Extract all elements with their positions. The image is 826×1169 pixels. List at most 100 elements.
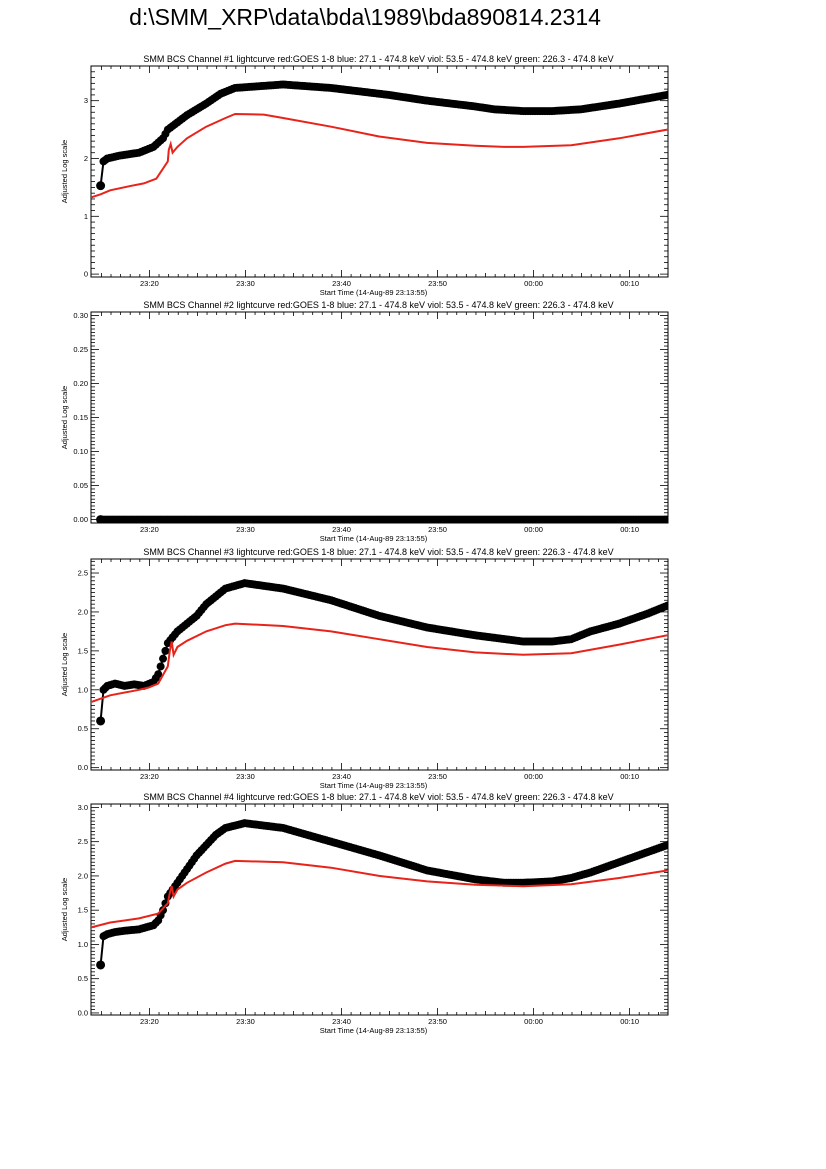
x-axis-label: Start Time (14-Aug-89 23:13:55)	[320, 781, 428, 790]
x-tick-label: 00:00	[524, 279, 543, 288]
bcs-data-point	[159, 654, 168, 663]
x-tick-label: 00:00	[524, 772, 543, 781]
y-tick-label: 0.20	[73, 379, 88, 388]
bcs-data-point	[668, 516, 676, 524]
bcs-data-point	[670, 89, 678, 97]
bcs-series-line	[99, 582, 668, 721]
x-tick-label: 00:10	[620, 525, 639, 534]
y-tick-label: 1.0	[78, 685, 88, 694]
x-tick-label: 23:40	[332, 1017, 351, 1026]
y-tick-label: 3	[84, 96, 88, 105]
bcs-data-point	[673, 598, 681, 606]
x-tick-label: 23:50	[428, 772, 447, 781]
bcs-data-point	[665, 515, 668, 523]
bcs-series-markers	[96, 819, 681, 970]
page-title: d:\SMM_XRP\data\bda\1989\bda890814.2314	[129, 4, 601, 30]
bcs-data-point	[673, 516, 681, 524]
y-tick-label: 2.5	[78, 837, 88, 846]
bcs-data-point	[96, 181, 106, 191]
y-tick-label: 1.0	[78, 940, 88, 949]
plot-frame	[90, 803, 669, 1016]
bcs-data-point	[668, 89, 676, 97]
chart-title: SMM BCS Channel #1 lightcurve red:GOES 1…	[143, 54, 613, 64]
bcs-data-point	[670, 838, 678, 846]
x-tick-label: 23:20	[140, 772, 159, 781]
bcs-data-point	[665, 601, 668, 609]
x-tick-label: 00:00	[524, 1017, 543, 1026]
x-tick-label: 23:20	[140, 525, 159, 534]
x-tick-label: 00:00	[524, 525, 543, 534]
bcs-series-line	[99, 83, 668, 186]
y-tick-label: 0.00	[73, 515, 88, 524]
y-tick-label: 0.0	[78, 1008, 88, 1017]
y-tick-label: 0.25	[73, 345, 88, 354]
goes-series-line	[91, 622, 668, 704]
goes-series-line	[91, 112, 668, 199]
y-tick-label: 1.5	[78, 906, 88, 915]
x-tick-label: 23:20	[140, 279, 159, 288]
x-tick-label: 23:50	[428, 525, 447, 534]
y-tick-label: 0.10	[73, 447, 88, 456]
y-tick-label: 0	[84, 270, 88, 279]
chart-panel-2: SMM BCS Channel #2 lightcurve red:GOES 1…	[60, 300, 681, 543]
bcs-data-point	[156, 662, 165, 671]
x-axis-label: Start Time (14-Aug-89 23:13:55)	[320, 1026, 428, 1035]
x-tick-label: 23:30	[236, 1017, 255, 1026]
x-tick-label: 23:40	[332, 279, 351, 288]
bcs-data-point	[665, 840, 668, 848]
x-axis-label: Start Time (14-Aug-89 23:13:55)	[320, 534, 428, 543]
y-axis-label: Adjusted Log scale	[60, 633, 69, 696]
x-tick-label: 23:50	[428, 1017, 447, 1026]
plot-frame	[90, 311, 669, 524]
bcs-data-point	[161, 646, 170, 655]
bcs-data-point	[673, 88, 681, 96]
bcs-data-point	[670, 516, 678, 524]
x-tick-label: 23:30	[236, 525, 255, 534]
bcs-data-point	[668, 600, 676, 608]
bcs-series-markers	[96, 80, 681, 191]
bcs-data-point	[670, 599, 678, 607]
bcs-data-point	[668, 839, 676, 847]
plot-frame	[90, 558, 669, 771]
chart-title: SMM BCS Channel #2 lightcurve red:GOES 1…	[143, 300, 613, 310]
x-tick-label: 00:10	[620, 1017, 639, 1026]
x-tick-label: 23:40	[332, 525, 351, 534]
x-tick-label: 23:40	[332, 772, 351, 781]
bcs-series-markers	[96, 579, 681, 726]
chart-title: SMM BCS Channel #4 lightcurve red:GOES 1…	[143, 792, 613, 802]
bcs-data-point	[154, 670, 163, 679]
y-axis-label: Adjusted Log scale	[60, 140, 69, 203]
y-tick-label: 0.0	[78, 763, 88, 772]
y-tick-label: 0.05	[73, 481, 88, 490]
bcs-data-point	[159, 906, 168, 915]
chart-panel-3: SMM BCS Channel #3 lightcurve red:GOES 1…	[60, 547, 681, 790]
y-tick-label: 2	[84, 154, 88, 163]
goes-series-line	[91, 859, 668, 929]
y-tick-label: 0.5	[78, 724, 88, 733]
y-axis-label: Adjusted Log scale	[60, 386, 69, 449]
bcs-data-point	[665, 90, 668, 98]
y-tick-label: 2.0	[78, 871, 88, 880]
y-tick-label: 1.5	[78, 646, 88, 655]
bcs-data-point	[673, 836, 681, 844]
y-tick-label: 0.30	[73, 311, 88, 320]
plot-frame	[90, 65, 669, 278]
x-tick-label: 23:30	[236, 772, 255, 781]
y-tick-label: 1	[84, 212, 88, 221]
y-tick-label: 0.5	[78, 974, 88, 983]
x-axis-label: Start Time (14-Aug-89 23:13:55)	[320, 288, 428, 297]
y-tick-label: 0.15	[73, 413, 88, 422]
y-tick-label: 3.0	[78, 803, 88, 812]
y-axis-label: Adjusted Log scale	[60, 878, 69, 941]
bcs-data-point	[96, 960, 106, 970]
chart-title: SMM BCS Channel #3 lightcurve red:GOES 1…	[143, 547, 613, 557]
x-tick-label: 00:10	[620, 772, 639, 781]
bcs-series-line	[99, 822, 668, 966]
x-tick-label: 23:50	[428, 279, 447, 288]
bcs-series-markers	[96, 515, 681, 524]
chart-panel-1: SMM BCS Channel #1 lightcurve red:GOES 1…	[60, 54, 681, 297]
bcs-data-point	[96, 515, 106, 523]
chart-panel-4: SMM BCS Channel #4 lightcurve red:GOES 1…	[60, 792, 681, 1035]
x-tick-label: 23:20	[140, 1017, 159, 1026]
